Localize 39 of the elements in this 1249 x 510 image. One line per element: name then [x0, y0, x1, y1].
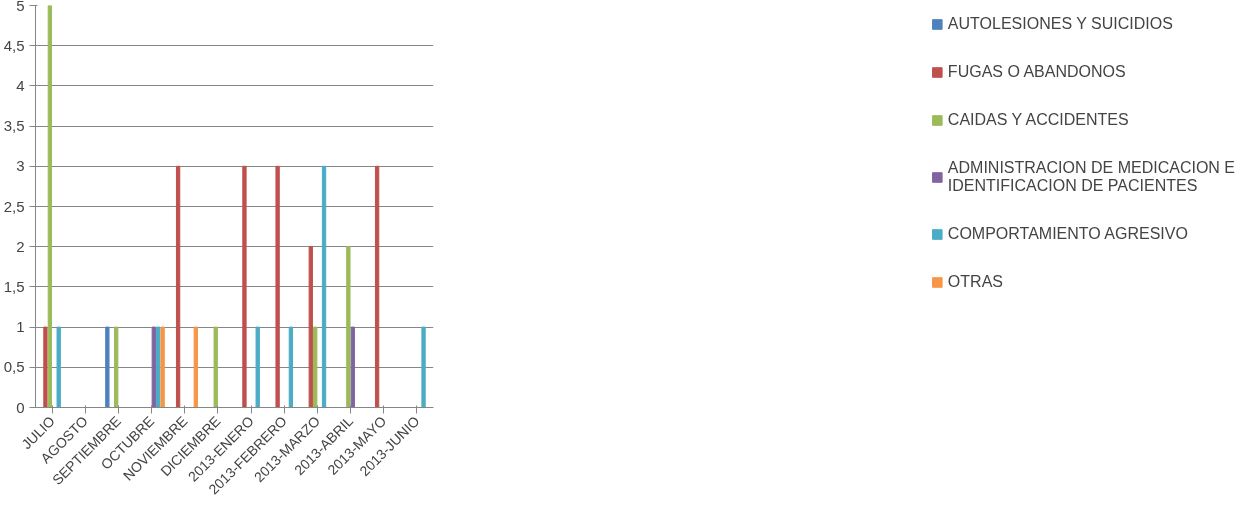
bar	[350, 326, 355, 408]
bar	[374, 165, 380, 408]
legend-label: COMPORTAMIENTO AGRESIVO	[947, 225, 1188, 243]
legend-label: OTRAS	[947, 273, 1003, 291]
y-tick-label: 4	[16, 76, 25, 94]
bar	[43, 326, 48, 408]
bar	[156, 326, 161, 408]
bar	[346, 246, 351, 408]
bar	[105, 326, 110, 408]
bar	[175, 165, 181, 408]
bar	[313, 326, 318, 408]
bar	[275, 165, 280, 408]
legend-label: FUGAS O ABANDONOS	[947, 63, 1126, 81]
bar	[114, 326, 119, 408]
y-tick-label: 2,5	[3, 197, 25, 215]
y-tick-label: 3,5	[3, 117, 25, 135]
bar	[193, 326, 198, 408]
bar	[421, 326, 426, 408]
y-tick-label: 2	[16, 237, 25, 255]
bar	[160, 326, 165, 408]
bar	[47, 5, 53, 408]
bar	[255, 326, 260, 408]
y-tick-label: 3	[16, 157, 25, 175]
bar	[56, 326, 61, 408]
bar	[242, 165, 247, 408]
bar	[288, 326, 294, 408]
y-tick-label: 0	[16, 398, 25, 416]
y-tick-label: 1	[16, 318, 25, 336]
bar	[151, 326, 156, 408]
legend-label: CAIDAS Y ACCIDENTES	[947, 111, 1129, 129]
bar	[308, 246, 313, 408]
y-tick-label: 4,5	[3, 36, 25, 54]
bar	[213, 326, 218, 408]
bar	[321, 165, 327, 408]
y-tick-label: 0,5	[3, 358, 25, 376]
legend-label: AUTOLESIONES Y SUICIDIOS	[947, 15, 1173, 33]
legend-label: ADMINISTRACION DE MEDICACION E IDENTIFICACION DE PACIENTES	[947, 159, 1235, 195]
y-tick-label: 1,5	[3, 277, 25, 295]
y-tick-label: 5	[16, 0, 25, 14]
